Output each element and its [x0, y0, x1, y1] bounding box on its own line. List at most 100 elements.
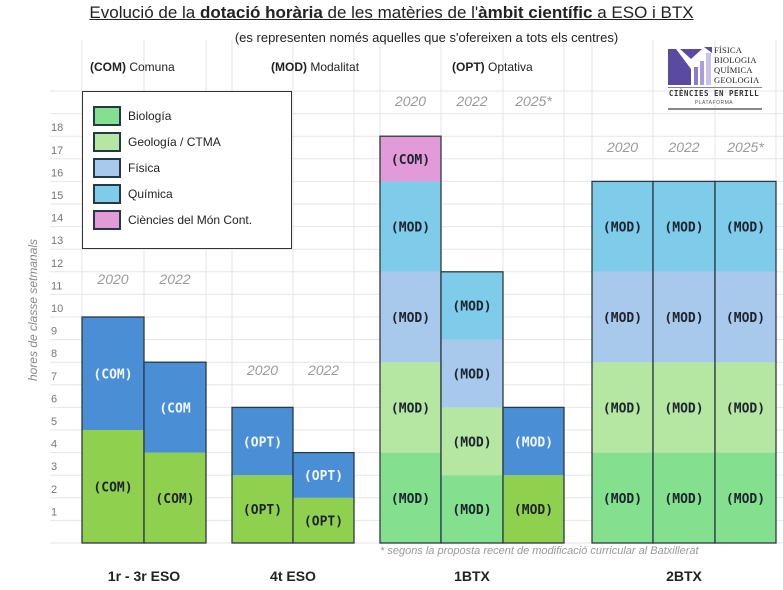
- bar-segment-label: (MOD): [664, 401, 703, 416]
- type-text: Optativa: [484, 60, 533, 74]
- bar-segment: [441, 407, 503, 476]
- bar-segment-label: (MOD): [726, 492, 765, 507]
- bar-segment: [232, 475, 293, 543]
- year-label: 2022: [307, 362, 339, 378]
- y-tick-label: 5: [51, 416, 57, 428]
- year-label: 2022: [455, 93, 487, 109]
- bar-segment-label: (COM): [93, 368, 132, 383]
- bar-segment-label: (MOD): [664, 492, 703, 507]
- legend-swatch: [93, 106, 121, 126]
- y-tick-label: 11: [51, 280, 62, 292]
- bar-segment: [441, 339, 503, 408]
- legend-label: Geología / CTMA: [128, 135, 221, 149]
- bar-segment: [653, 362, 715, 453]
- y-tick-label: 2: [51, 484, 57, 496]
- y-tick-label: 16: [51, 167, 63, 179]
- bar-segment-label: (OPT): [243, 435, 282, 450]
- year-label: 2025*: [726, 139, 764, 155]
- bar-segment: [144, 362, 206, 453]
- logo-subject: QUÍMICA: [714, 65, 753, 75]
- title-part: Evolució de la: [89, 3, 200, 22]
- logo-subject: FÍSICA: [714, 45, 743, 55]
- bar-segment: [82, 430, 144, 543]
- bar-segment-label: (MOD): [452, 435, 491, 450]
- bar-1r-3reso-2020: (COM) (COM): [81, 316, 145, 544]
- bar-segment: [144, 452, 206, 543]
- bar-segment-label: (MOD): [452, 300, 491, 315]
- group-label-2btx: 2BTX: [666, 568, 702, 584]
- bar-segment-label: (MOD): [452, 368, 491, 383]
- bar-1r-3reso-2022: (COM) (COM: [143, 361, 207, 544]
- y-tick-label: 1: [51, 506, 57, 518]
- bar-segment: [592, 362, 653, 453]
- legend-swatch: [93, 184, 121, 204]
- bar-segment: [232, 407, 293, 476]
- group-label-1btx: 1BTX: [454, 568, 490, 584]
- bar-segment: [380, 271, 441, 363]
- title-part: dotació horària: [199, 3, 323, 22]
- chart-subtitle: (es representen només aquelles que s'ofe…: [234, 30, 619, 45]
- bar-segment-label: (MOD): [726, 311, 765, 326]
- logo-name: CIÈNCIES EN PERILL: [668, 89, 760, 98]
- type-code: (MOD): [271, 60, 307, 74]
- bar-2btx-2020: (MOD) (MOD) (MOD) (MOD): [591, 180, 654, 544]
- y-tick-label: 7: [51, 371, 57, 383]
- y-tick-label: 4: [51, 439, 57, 451]
- legend-label: Ciències del Món Cont.: [128, 213, 253, 227]
- legend-item-geologia: Geología / CTMA: [93, 130, 221, 154]
- bar-segment: [715, 271, 776, 363]
- bar-segment: [715, 362, 776, 453]
- bar-segment: [653, 452, 715, 543]
- legend-item-cmc: Ciències del Món Cont.: [93, 208, 252, 232]
- bar-segment-label: (MOD): [514, 435, 553, 450]
- legend-item-fisica: Física: [93, 156, 160, 180]
- legend-item-biologia: Biología: [93, 104, 171, 128]
- bar-segment: [380, 452, 441, 543]
- logo-subject: BIOLOGIA: [714, 55, 757, 65]
- bar-segment-label: (MOD): [603, 221, 642, 236]
- bar-segment-label: (MOD): [452, 503, 491, 518]
- y-tick-label: 15: [51, 190, 63, 202]
- bar-segment: [715, 452, 776, 543]
- bar-segment-label: (OPT): [243, 503, 282, 518]
- legend-label: Química: [128, 187, 173, 201]
- bar-outline: [292, 451, 355, 544]
- bar-segment-label: (MOD): [726, 221, 765, 236]
- y-tick-label: 12: [51, 258, 63, 270]
- bar-segment-label: (MOD): [664, 221, 703, 236]
- bar-2btx-2025: (MOD) (MOD) (MOD) (MOD): [714, 180, 777, 544]
- bars: (COM)(COM)(COM)(COM (OPT) (OPT) (OPT) (OPT) (…: [81, 135, 777, 544]
- year-label: 2022: [667, 139, 699, 155]
- logo-ciencies-en-perill: FÍSICA BIOLOGIA QUÍMICA GEOLOGIA CIÈNCIE…: [664, 45, 764, 115]
- bar-segment-label: (MOD): [391, 221, 430, 236]
- y-tick-label: 10: [51, 303, 63, 315]
- bar-outline: [502, 406, 565, 544]
- title-part: àmbit científic: [478, 3, 593, 22]
- bar-segment-label: (OPT): [304, 514, 343, 529]
- bar-outline: [143, 361, 207, 544]
- bar-1btx-2020: (MOD) (MOD) (MOD) (MOD) (COM): [379, 135, 442, 544]
- bar-segment-label: (MOD): [391, 311, 430, 326]
- title-part: de les matèries de l': [322, 3, 479, 22]
- y-tick-label: 3: [51, 461, 57, 473]
- bar-segment-label: (OPT): [304, 469, 343, 484]
- y-tick-label: 8: [51, 348, 57, 360]
- type-code: (COM): [90, 60, 126, 74]
- bar-segment: [82, 317, 144, 430]
- year-labels: 2020 2022 2020 2022 2020 2022 2025* 2020 2022 202…: [96, 93, 764, 378]
- bar-segment: [715, 181, 776, 272]
- bar-segment: [592, 181, 653, 272]
- title-text: Evolució de la dotació horària de les ma…: [89, 3, 693, 22]
- legend-label: Física: [128, 161, 161, 175]
- bar-1btx-2022: (MOD) (MOD) (MOD) (MOD): [440, 271, 504, 544]
- bar-segment: [653, 271, 715, 363]
- year-label: 2020: [96, 271, 128, 287]
- logo-divider: [668, 87, 762, 88]
- y-tick-label: 18: [51, 122, 63, 134]
- y-tick-label: 9: [51, 326, 57, 338]
- bar-segment: [592, 271, 653, 363]
- logo-subjects: FÍSICA BIOLOGIA QUÍMICA GEOLOGIA: [714, 45, 760, 85]
- bar-segment: [441, 475, 503, 543]
